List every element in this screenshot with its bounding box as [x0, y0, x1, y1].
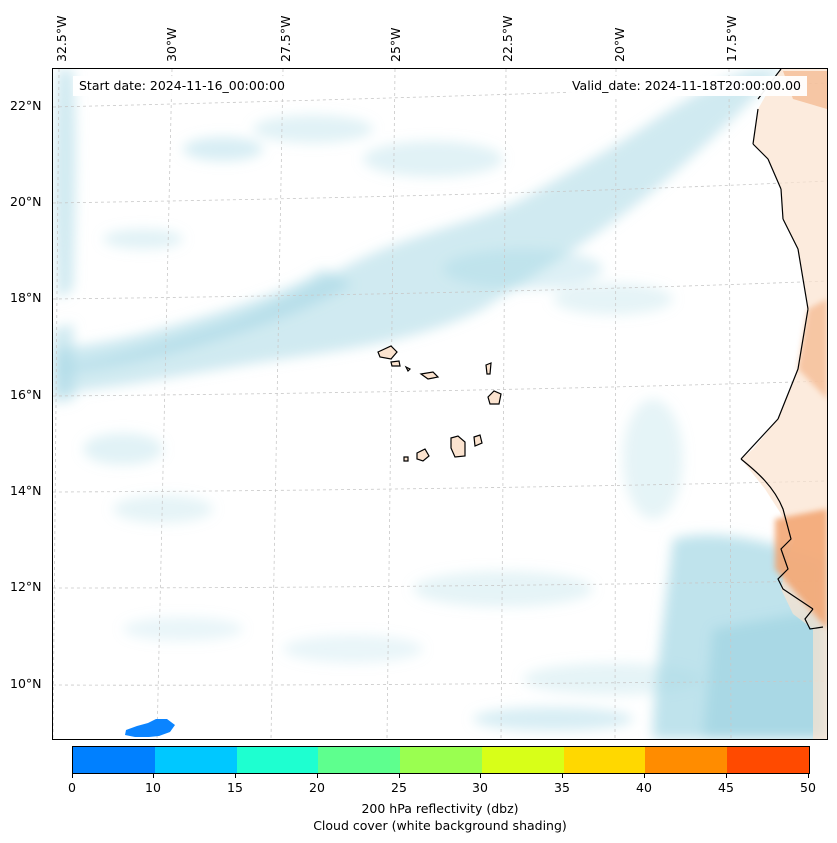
colorbar-segment — [563, 747, 646, 773]
colorbar-segment — [645, 747, 728, 773]
lon-label: 20°W — [612, 27, 627, 62]
colorbar-segment — [73, 747, 155, 773]
colorbar-tick-label: 0 — [68, 780, 76, 795]
lon-label: 27.5°W — [278, 15, 293, 62]
lon-label: 17.5°W — [724, 15, 739, 62]
colorbar-segment — [236, 747, 319, 773]
colorbar-subtitle: Cloud cover (white background shading) — [313, 818, 567, 833]
colorbar-segment — [318, 747, 401, 773]
lon-label: 25°W — [388, 27, 403, 62]
start-date-box: Start date: 2024-11-16_00:00:00 — [73, 76, 291, 96]
colorbar-tick-label: 20 — [309, 780, 325, 795]
lat-label: 12°N — [10, 579, 42, 594]
colorbar-tick-label: 40 — [636, 780, 652, 795]
lon-label: 32.5°W — [54, 15, 69, 62]
map-canvas — [53, 69, 827, 739]
colorbar-tick-label: 25 — [391, 780, 407, 795]
start-date-text: Start date: 2024-11-16_00:00:00 — [79, 78, 285, 93]
lon-label: 22.5°W — [500, 15, 515, 62]
colorbar-segment — [727, 747, 810, 773]
lat-label: 10°N — [10, 676, 42, 691]
valid-date-text: Valid_date: 2024-11-18T20:00:00.00 — [571, 78, 801, 93]
lat-label: 20°N — [10, 194, 42, 209]
colorbar-tick-label: 30 — [472, 780, 488, 795]
colorbar-title: 200 hPa reflectivity (dbz) — [361, 801, 519, 816]
colorbar-segment — [400, 747, 482, 773]
colorbar-tick-label: 50 — [800, 780, 816, 795]
lat-label: 14°N — [10, 483, 42, 498]
colorbar-segment — [481, 747, 564, 773]
valid-date-box: Valid_date: 2024-11-18T20:00:00.00 — [565, 76, 807, 96]
cape-verde-islands — [377, 345, 502, 462]
cloud-cover-shading — [53, 69, 827, 739]
colorbar-segment — [154, 747, 237, 773]
lat-label: 22°N — [10, 98, 42, 113]
colorbar-tick-label: 15 — [227, 780, 243, 795]
colorbar-tick-label: 35 — [554, 780, 570, 795]
lat-label: 18°N — [10, 290, 42, 305]
colorbar-tick-label: 10 — [145, 780, 161, 795]
colorbar-tick-label: 45 — [718, 780, 734, 795]
graticule — [53, 69, 827, 739]
map-panel[interactable]: Start date: 2024-11-16_00:00:00 Valid_da… — [52, 68, 828, 740]
reflectivity-echo — [125, 719, 175, 737]
lat-label: 16°N — [10, 387, 42, 402]
colorbar — [72, 746, 810, 774]
lon-label: 30°W — [164, 27, 179, 62]
